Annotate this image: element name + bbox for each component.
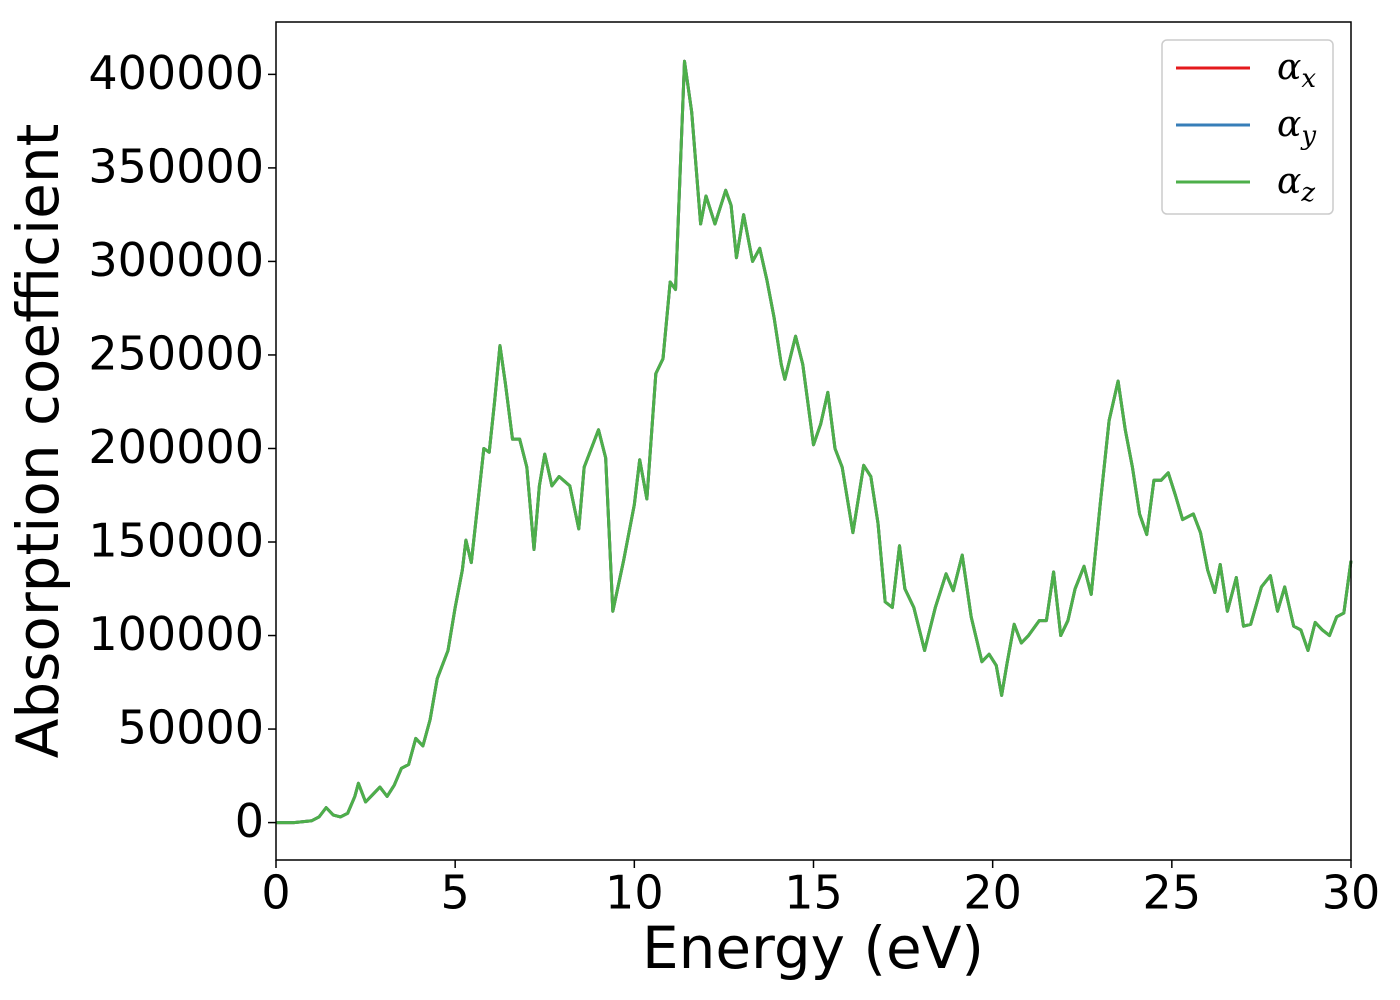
x-tick-label: 20 bbox=[963, 866, 1022, 920]
legend: αx αy αz bbox=[1161, 39, 1334, 215]
x-tick-label: 5 bbox=[441, 866, 470, 920]
x-tick-label: 25 bbox=[1143, 866, 1202, 920]
y-tick-label: 50000 bbox=[118, 701, 264, 755]
plot-frame bbox=[275, 21, 1352, 861]
legend-box bbox=[1161, 39, 1334, 215]
y-tick-label: 150000 bbox=[88, 514, 264, 568]
y-axis-label: Absorption coefficient bbox=[4, 124, 72, 759]
x-tick-label: 0 bbox=[261, 866, 290, 920]
y-tick-label: 350000 bbox=[88, 139, 264, 193]
legend-label: αz bbox=[1277, 161, 1315, 208]
y-tick-label: 100000 bbox=[88, 607, 264, 661]
line bbox=[276, 59, 1353, 825]
x-tick-label: 10 bbox=[605, 866, 664, 920]
y-tick-label: 400000 bbox=[88, 46, 264, 100]
legend-label: αx bbox=[1277, 47, 1316, 94]
legend-label: αy bbox=[1277, 104, 1316, 151]
y-tick-label: 300000 bbox=[88, 233, 264, 287]
y-tick-label: 200000 bbox=[88, 420, 264, 474]
x-tick-label: 15 bbox=[784, 866, 843, 920]
y-tick-label: 250000 bbox=[88, 326, 264, 380]
x-axis-label: Energy (eV) bbox=[642, 914, 984, 982]
y-tick-label: 0 bbox=[235, 794, 264, 848]
x-tick-label: 30 bbox=[1322, 866, 1381, 920]
